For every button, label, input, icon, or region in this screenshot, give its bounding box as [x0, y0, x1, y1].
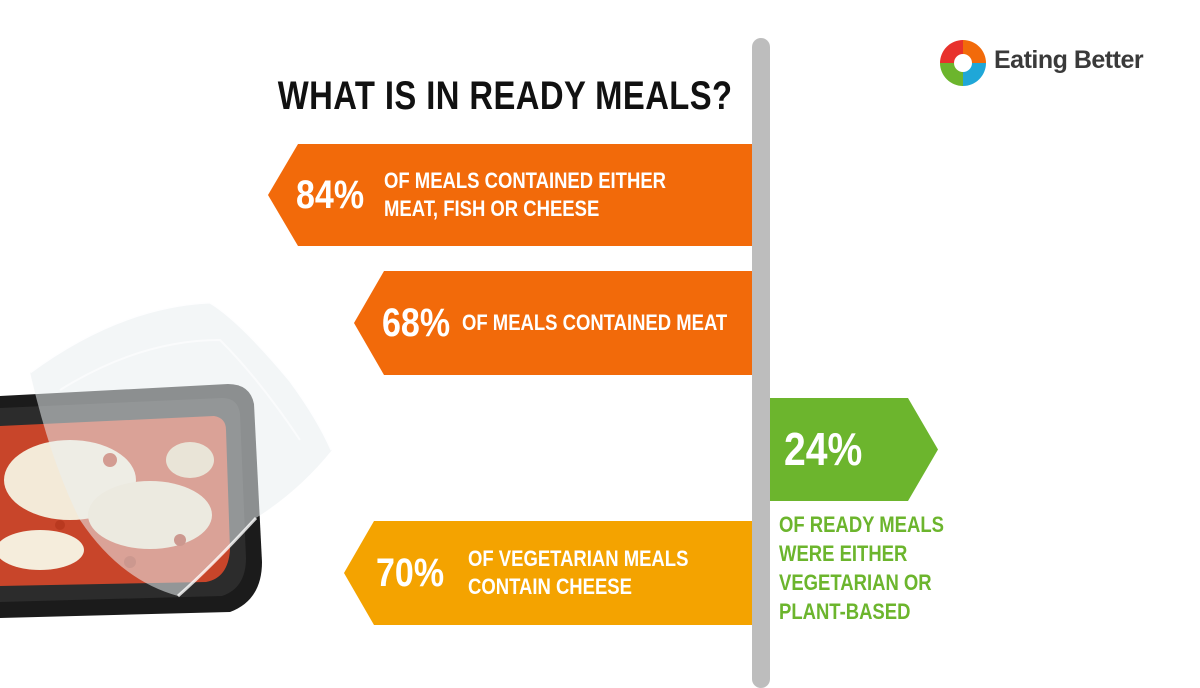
highlight-arrow — [770, 398, 938, 501]
stat-banner-meat-fish-cheese: 84% OF MEALS CONTAINED EITHER MEAT, FISH… — [268, 144, 752, 246]
brand-name: Eating Better — [994, 46, 1144, 74]
stat-description-line: CONTAIN CHEESE — [468, 574, 632, 599]
page-title: WHAT IS IN READY MEALS? — [277, 74, 732, 118]
stat-percent: 68% — [382, 300, 451, 345]
vertical-divider — [752, 38, 770, 688]
highlight-line: VEGETARIAN OR — [779, 570, 932, 595]
stat-description-line: OF MEALS CONTAINED MEAT — [462, 310, 728, 335]
stat-percent: 84% — [296, 172, 365, 217]
highlight-percent: 24% — [784, 423, 863, 475]
stat-description: OF MEALS CONTAINED MEAT — [462, 309, 727, 337]
stat-banner-vegetarian-cheese: 70% OF VEGETARIAN MEALS CONTAIN CHEESE — [344, 521, 752, 625]
stat-percent: 70% — [376, 550, 445, 595]
highlight-line: PLANT-BASED — [779, 599, 911, 624]
highlight-line: OF READY MEALS — [779, 512, 944, 537]
highlight-description: OF READY MEALS WERE EITHER VEGETARIAN OR… — [779, 510, 944, 626]
eating-better-logo: Eating Better — [938, 36, 1168, 88]
eating-better-logo-icon — [940, 40, 986, 86]
ready-meal-tray-icon — [0, 300, 334, 618]
highlight-line: WERE EITHER — [779, 541, 908, 566]
stat-banner-meat: 68% OF MEALS CONTAINED MEAT — [354, 271, 752, 375]
stat-description-line: OF VEGETARIAN MEALS — [468, 546, 689, 571]
stat-description: OF MEALS CONTAINED EITHER MEAT, FISH OR … — [384, 167, 666, 223]
stat-description-line: OF MEALS CONTAINED EITHER — [384, 168, 667, 193]
stat-description: OF VEGETARIAN MEALS CONTAIN CHEESE — [468, 545, 688, 601]
stat-description-line: MEAT, FISH OR CHEESE — [384, 196, 600, 221]
